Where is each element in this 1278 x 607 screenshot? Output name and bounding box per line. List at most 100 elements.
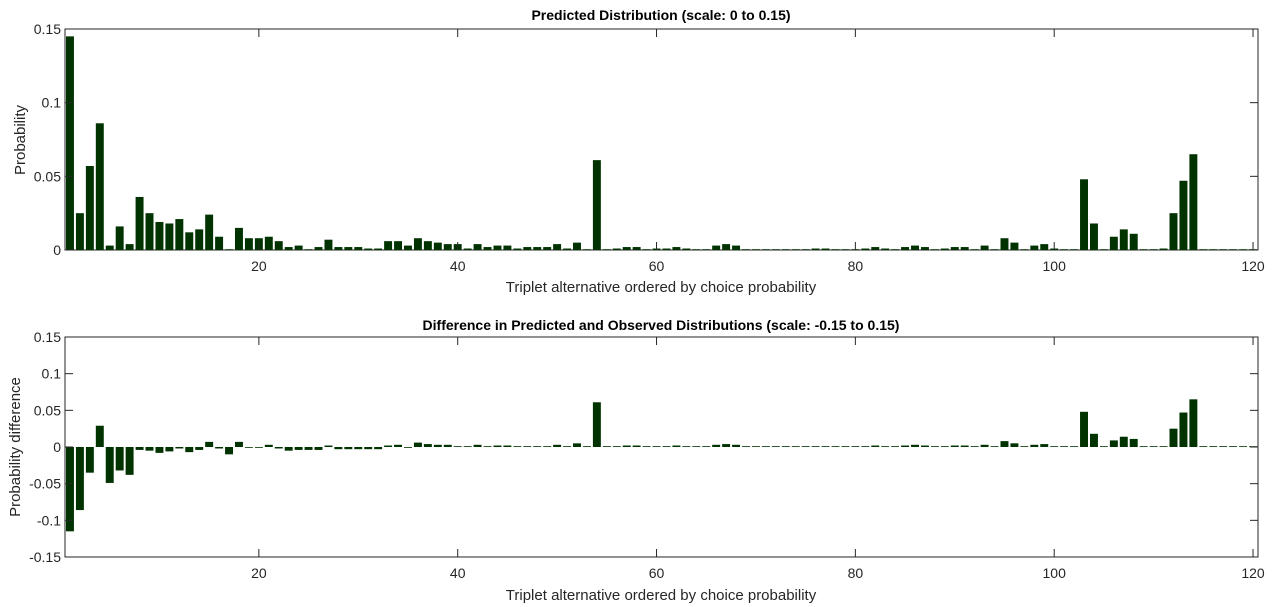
x-axis-label: Triplet alternative ordered by choice pr… [506, 279, 817, 296]
bar [811, 248, 820, 250]
bar [175, 219, 184, 250]
bar [85, 166, 94, 250]
bar [1119, 229, 1128, 250]
bar [632, 247, 641, 250]
x-tick-label: 80 [848, 565, 864, 581]
bar [215, 236, 224, 250]
bar [1089, 223, 1098, 250]
bar [582, 249, 591, 250]
bar [1149, 446, 1158, 447]
bar [1119, 436, 1128, 447]
bar [612, 446, 621, 447]
y-tick-label: -0.1 [37, 512, 61, 528]
x-tick-label: 60 [649, 258, 665, 274]
bar [294, 245, 303, 250]
bar [145, 213, 154, 250]
bar [334, 247, 343, 250]
bar [135, 196, 144, 250]
bar [413, 238, 422, 250]
x-tick-labels: 20 40 60 80 100 120 [251, 29, 1265, 274]
bar [891, 249, 900, 250]
bar [1010, 443, 1019, 447]
bar [1080, 179, 1088, 250]
x-tick-label: 20 [251, 565, 267, 581]
x-axis-label: Triplet alternative ordered by choice pr… [506, 587, 817, 604]
bar [841, 249, 850, 250]
bar [761, 249, 770, 250]
bar [125, 244, 134, 250]
bar [672, 445, 681, 447]
bar [135, 447, 144, 450]
bar [364, 248, 373, 250]
bar [473, 244, 482, 250]
bar [881, 248, 890, 250]
bar [1070, 446, 1079, 447]
x-tick-label: 60 [649, 565, 665, 581]
bar [155, 447, 164, 453]
bar [722, 244, 731, 250]
bar [742, 249, 750, 250]
bar [940, 248, 949, 250]
bar [264, 236, 273, 250]
y-tick-label: -0.15 [29, 549, 61, 565]
bar [940, 446, 949, 447]
bar [930, 249, 939, 250]
bar [195, 447, 204, 450]
bar [1020, 249, 1029, 250]
bar [732, 444, 741, 447]
bar [582, 446, 591, 447]
bar [573, 242, 581, 250]
bar [65, 447, 74, 532]
bar [563, 446, 572, 447]
bar [841, 446, 850, 447]
bar [175, 447, 184, 449]
bar [145, 447, 154, 451]
bar [95, 123, 104, 250]
bar [712, 444, 721, 447]
y-tick-label: -0.05 [29, 476, 61, 492]
x-tick-label: 40 [450, 565, 466, 581]
bar [911, 245, 919, 250]
bar [563, 248, 572, 250]
bar [65, 36, 74, 251]
bar [493, 445, 502, 447]
bar [702, 249, 711, 250]
bar [1169, 213, 1178, 250]
bar-group [65, 36, 1257, 251]
bar [632, 445, 641, 447]
bar [831, 446, 840, 447]
bar [672, 247, 681, 250]
bar [920, 445, 929, 447]
bar [1229, 249, 1238, 250]
x-tick-label: 100 [1043, 565, 1067, 581]
bar [861, 248, 870, 250]
y-tick-label: 0.15 [34, 21, 61, 37]
bar [821, 446, 830, 447]
bar [503, 445, 512, 447]
y-tick-label: 0.1 [42, 95, 62, 111]
x-tick-label: 20 [251, 258, 267, 274]
bar [483, 446, 492, 447]
bar [533, 446, 542, 447]
bar [1169, 428, 1178, 447]
bar [980, 245, 989, 250]
bar [801, 249, 810, 250]
bar [185, 447, 194, 453]
bar-group [65, 399, 1257, 532]
bar [573, 443, 581, 447]
bar [791, 249, 800, 250]
bar [970, 249, 979, 250]
bar [1139, 249, 1148, 250]
bar [592, 160, 601, 250]
bar [871, 247, 880, 250]
bar [334, 447, 343, 450]
bar [881, 446, 890, 447]
bar [771, 249, 780, 250]
bar [165, 447, 174, 452]
bar [642, 249, 651, 250]
bar [155, 222, 164, 250]
bar [1000, 441, 1009, 447]
bar [284, 447, 293, 451]
bar [692, 249, 701, 250]
bar [1060, 446, 1069, 447]
